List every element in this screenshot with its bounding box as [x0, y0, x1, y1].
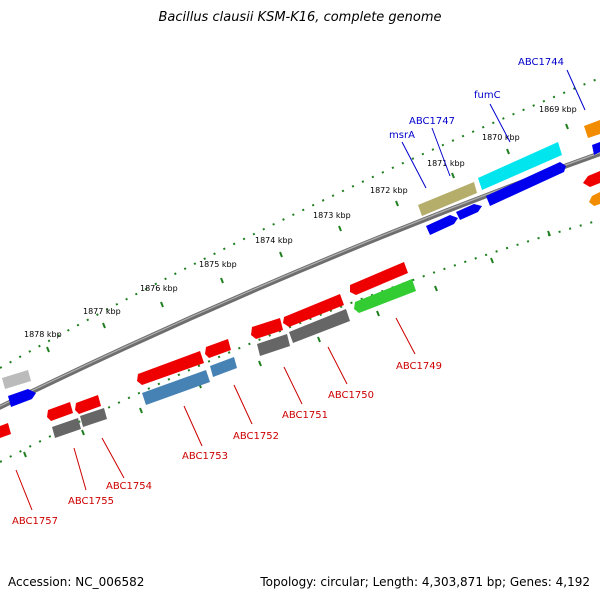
ruler-label: 1870 kbp [482, 133, 520, 142]
feature-red[interactable] [47, 402, 73, 421]
feature-red[interactable] [75, 395, 101, 414]
reverse-features [0, 171, 600, 438]
feature-orange[interactable] [589, 192, 600, 206]
reverse-leader-lines [15, 317, 416, 511]
ruler-label: 1869 kbp [539, 105, 577, 114]
feature-blue[interactable] [486, 162, 566, 206]
feature-red[interactable] [137, 351, 204, 385]
feature-red[interactable] [251, 318, 283, 339]
gene-label[interactable]: ABC1751 [282, 410, 328, 421]
gene-label[interactable]: fumC [474, 90, 501, 101]
outer-ruler-track [0, 77, 600, 369]
feature-blue[interactable] [426, 215, 458, 235]
ruler-label: 1875 kbp [199, 260, 237, 269]
feature-gray[interactable] [257, 334, 290, 356]
feature-lightgray[interactable] [2, 370, 31, 389]
accession-text: Accession: NC_006582 [8, 575, 145, 589]
ruler-label: 1871 kbp [427, 159, 465, 168]
feature-steelblue[interactable] [210, 357, 237, 377]
outer-major-ticks [46, 123, 569, 353]
feature-red[interactable] [583, 171, 600, 187]
feature-red[interactable] [205, 339, 231, 358]
ruler-label: 1878 kbp [24, 330, 62, 339]
gene-label[interactable]: ABC1755 [68, 496, 114, 507]
feature-blue[interactable] [8, 389, 36, 407]
feature-cyan[interactable] [478, 142, 562, 190]
feature-green[interactable] [354, 279, 416, 313]
ruler-label: 1876 kbp [140, 284, 178, 293]
ruler-labels: 1869 kbp 1870 kbp 1871 kbp 1872 kbp 1873… [24, 105, 577, 339]
gene-label[interactable]: ABC1752 [233, 431, 279, 442]
feature-olive[interactable] [418, 182, 477, 216]
feature-blue[interactable] [456, 204, 482, 220]
ruler-label: 1877 kbp [83, 307, 121, 316]
ruler-label: 1873 kbp [313, 211, 351, 220]
feature-gray[interactable] [80, 408, 107, 427]
feature-red[interactable] [283, 294, 344, 327]
inner-ruler-track [0, 219, 600, 463]
ruler-label: 1874 kbp [255, 236, 293, 245]
gene-label[interactable]: ABC1744 [518, 57, 564, 68]
forward-gene-labels: ABC1744 fumC ABC1747 msrA [389, 57, 564, 141]
feature-gray[interactable] [52, 418, 81, 438]
forward-features [2, 120, 600, 407]
feature-blue[interactable] [592, 142, 600, 155]
reverse-gene-labels: ABC1749 ABC1750 ABC1751 ABC1752 ABC1753 … [12, 361, 442, 527]
forward-leader-lines [401, 69, 586, 189]
ruler-label: 1872 kbp [370, 186, 408, 195]
feature-steelblue[interactable] [142, 370, 210, 405]
feature-gray[interactable] [289, 309, 350, 343]
feature-red[interactable] [0, 423, 11, 438]
gene-label[interactable]: ABC1757 [12, 516, 58, 527]
gene-label[interactable]: ABC1747 [409, 116, 455, 127]
genome-summary-text: Topology: circular; Length: 4,303,871 bp… [260, 575, 590, 589]
gene-label[interactable]: msrA [389, 130, 415, 141]
gene-label[interactable]: ABC1749 [396, 361, 442, 372]
map-title: Bacillus clausii KSM-K16, complete genom… [158, 10, 442, 25]
feature-red[interactable] [350, 262, 408, 295]
gene-label[interactable]: ABC1750 [328, 390, 374, 401]
gene-label[interactable]: ABC1753 [182, 451, 228, 462]
gene-label[interactable]: ABC1754 [106, 481, 152, 492]
feature-orange[interactable] [584, 120, 600, 138]
